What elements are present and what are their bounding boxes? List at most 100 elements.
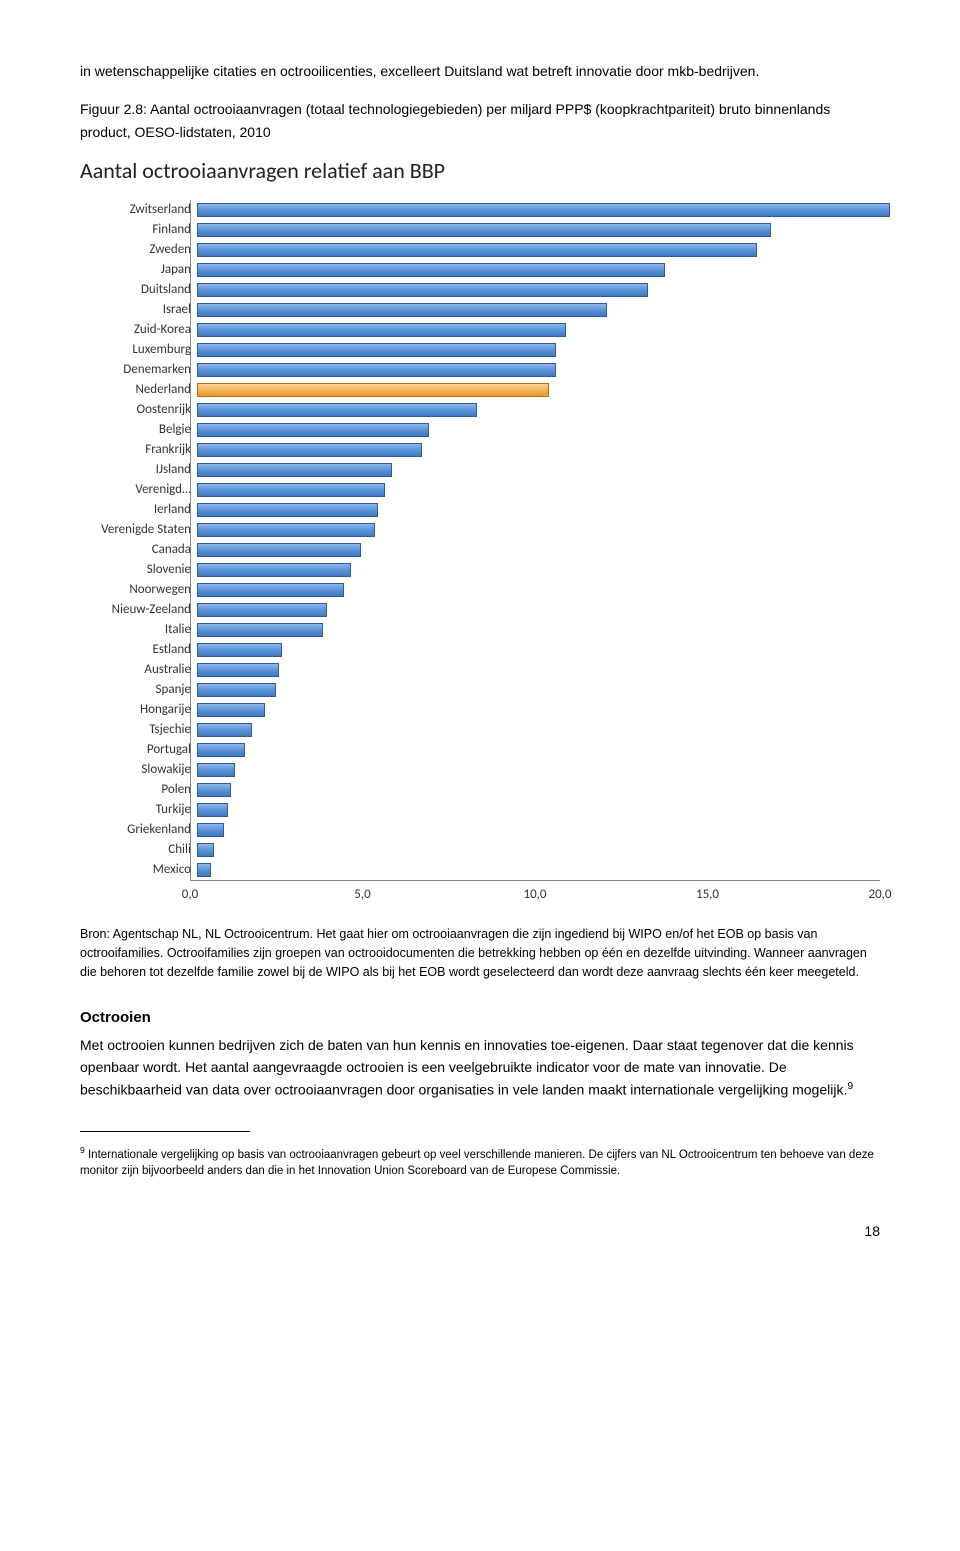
chart-row: Israel [191, 300, 880, 320]
chart-row: Spanje [191, 680, 880, 700]
section-paragraph: Met octrooien kunnen bedrijven zich de b… [80, 1034, 880, 1102]
y-axis-label: Zweden [81, 240, 197, 261]
chart-row: IJsland [191, 460, 880, 480]
chart-plot-area: ZwitserlandFinlandZwedenJapanDuitslandIs… [190, 200, 880, 880]
bar-track [197, 583, 880, 597]
section-text: Met octrooien kunnen bedrijven zich de b… [80, 1037, 854, 1098]
chart-row: Portugal [191, 740, 880, 760]
bar-track [197, 363, 880, 377]
y-axis-label: Estland [81, 640, 197, 661]
chart-row: Mexico [191, 860, 880, 880]
bar [197, 603, 327, 617]
bar [197, 723, 252, 737]
bar-track [197, 503, 880, 517]
chart-row: Zweden [191, 240, 880, 260]
y-axis-label: Denemarken [81, 360, 197, 381]
chart-row: Frankrijk [191, 440, 880, 460]
y-axis-label: Frankrijk [81, 440, 197, 461]
chart-row: Verenigd… [191, 480, 880, 500]
bar [197, 203, 890, 217]
x-tick-label: 0,0 [182, 885, 198, 906]
chart-row: Nieuw-Zeeland [191, 600, 880, 620]
y-axis-label: Tsjechie [81, 720, 197, 741]
page-number: 18 [80, 1220, 880, 1242]
y-axis-label: Nieuw-Zeeland [81, 600, 197, 621]
chart-row: Noorwegen [191, 580, 880, 600]
chart-container: Aantal octrooiaanvragen relatief aan BBP… [80, 153, 880, 905]
footnote: 9 Internationale vergelijking op basis v… [80, 1144, 880, 1180]
bar-track [197, 483, 880, 497]
bar [197, 703, 265, 717]
chart-row: Verenigde Staten [191, 520, 880, 540]
bar-track [197, 683, 880, 697]
y-axis-label: Australie [81, 660, 197, 681]
intro-paragraph: in wetenschappelijke citaties en octrooi… [80, 60, 880, 82]
y-axis-label: Zwitserland [81, 200, 197, 221]
bar-track [197, 803, 880, 817]
chart-row: Tsjechie [191, 720, 880, 740]
y-axis-label: IJsland [81, 460, 197, 481]
bar [197, 323, 566, 337]
footnote-separator [80, 1131, 250, 1132]
y-axis-label: Italie [81, 620, 197, 641]
bar [197, 523, 375, 537]
chart-row: Oostenrijk [191, 400, 880, 420]
x-tick-label: 20,0 [868, 885, 891, 906]
chart-row: Australie [191, 660, 880, 680]
bar [197, 743, 245, 757]
bar-track [197, 543, 880, 557]
y-axis-label: Belgie [81, 420, 197, 441]
bar [197, 823, 224, 837]
bar [197, 643, 282, 657]
y-axis-label: Chili [81, 840, 197, 861]
chart-title: Aantal octrooiaanvragen relatief aan BBP [80, 153, 880, 188]
bar [197, 623, 323, 637]
bar [197, 583, 344, 597]
bar-track [197, 603, 880, 617]
y-axis-label: Canada [81, 540, 197, 561]
bar-track [197, 843, 880, 857]
bar-track [197, 383, 880, 397]
section-heading: Octrooien [80, 1006, 880, 1030]
y-axis-label: Oostenrijk [81, 400, 197, 421]
bar-track [197, 823, 880, 837]
bar [197, 243, 757, 257]
y-axis-label: Slovenie [81, 560, 197, 581]
bar [197, 263, 665, 277]
bar-track [197, 243, 880, 257]
bar [197, 663, 279, 677]
bar-track [197, 743, 880, 757]
bar-track [197, 703, 880, 717]
bar [197, 563, 351, 577]
bar [197, 443, 422, 457]
bar-track [197, 423, 880, 437]
bar-track [197, 263, 880, 277]
bar-track [197, 283, 880, 297]
chart-row: Denemarken [191, 360, 880, 380]
bar [197, 503, 378, 517]
y-axis-label: Portugal [81, 740, 197, 761]
bar-track [197, 403, 880, 417]
bar [197, 423, 429, 437]
bar-track [197, 343, 880, 357]
bar-track [197, 783, 880, 797]
bar-track [197, 443, 880, 457]
y-axis-label: Japan [81, 260, 197, 281]
bar [197, 543, 361, 557]
y-axis-label: Slowakije [81, 760, 197, 781]
chart-row: Zuid-Korea [191, 320, 880, 340]
y-axis-label: Luxemburg [81, 340, 197, 361]
bar-track [197, 303, 880, 317]
y-axis-label: Zuid-Korea [81, 320, 197, 341]
bar-track [197, 643, 880, 657]
bar [197, 683, 276, 697]
y-axis-label: Finland [81, 220, 197, 241]
figure-caption: Figuur 2.8: Aantal octrooiaanvragen (tot… [80, 98, 880, 143]
chart-x-axis: 0,05,010,015,020,0 [190, 880, 880, 905]
bar [197, 223, 771, 237]
chart-row: Polen [191, 780, 880, 800]
chart-row: Slowakije [191, 760, 880, 780]
y-axis-label: Polen [81, 780, 197, 801]
chart-row: Nederland [191, 380, 880, 400]
bar-track [197, 203, 880, 217]
